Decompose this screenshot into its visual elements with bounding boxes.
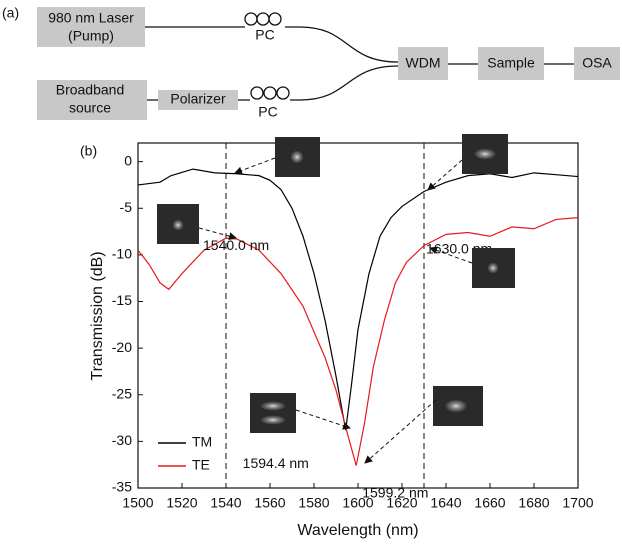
x-tick-label: 1640 [430,495,461,511]
legend-label: TE [192,457,210,473]
x-tick-label: 1680 [518,495,549,511]
fiber [145,26,399,63]
legend-label: TM [192,434,212,450]
y-tick-label: 0 [124,152,132,168]
x-tick-label: 1600 [342,495,373,511]
arrow [364,399,437,464]
fiber [147,65,399,101]
x-tick-label: 1520 [166,495,197,511]
diagram: 980 nm Laser (Pump) Broadband source Pol… [37,7,620,120]
y-axis-title: Transmission (dB) [89,251,106,380]
arrow [198,227,237,241]
x-tick-label: 1620 [386,495,417,511]
panel-label: (b) [80,143,97,159]
annotation: 1540.0 nm [203,237,269,253]
mode-images [157,134,515,433]
panel-label: (a) [2,5,19,21]
pc-loops [244,12,290,100]
chart: 1500 1520 1540 1560 1580 1600 1620 1640 1660 1680… [112,142,594,511]
y-tick-label: -30 [112,432,132,448]
box [37,7,145,47]
node-label: (Pump) [68,28,114,44]
arrow [295,409,351,430]
arrow [427,159,463,191]
node-label: Sample [487,55,535,71]
box [478,47,544,80]
y-tick-label: -5 [120,199,133,215]
data-line [137,168,579,431]
y-tick-label: -15 [112,292,132,308]
x-tick-label: 1560 [254,495,285,511]
node-label: WDM [406,55,441,71]
node-label: PC [258,104,277,120]
x-tick-label: 1540 [210,495,241,511]
y-tick-label: -10 [112,246,132,262]
x-tick-label: 1580 [298,495,329,511]
annotation: 1599.2 nm [362,484,428,500]
data-line [137,216,579,466]
x-tick-label: 1660 [474,495,505,511]
y-tick-label: -35 [112,479,132,495]
arrow [429,246,473,264]
node-label: OSA [582,55,612,71]
arrow [234,157,276,175]
node-label: Broadband [56,82,125,98]
node-label: PC [255,27,274,43]
y-tick-label: -25 [112,385,132,401]
node-label: Polarizer [170,91,226,107]
node-label: 980 nm Laser [48,10,134,26]
box [37,80,147,120]
node-label: source [69,100,111,116]
box [574,47,620,80]
y-tick-label: -20 [112,339,132,355]
box [158,90,238,110]
x-axis-title: Wavelength (nm) [297,522,418,539]
x-tick-label: 1500 [122,495,153,511]
annotation: 1594.4 nm [243,455,309,471]
box [398,47,448,80]
x-tick-label: 1700 [562,495,593,511]
